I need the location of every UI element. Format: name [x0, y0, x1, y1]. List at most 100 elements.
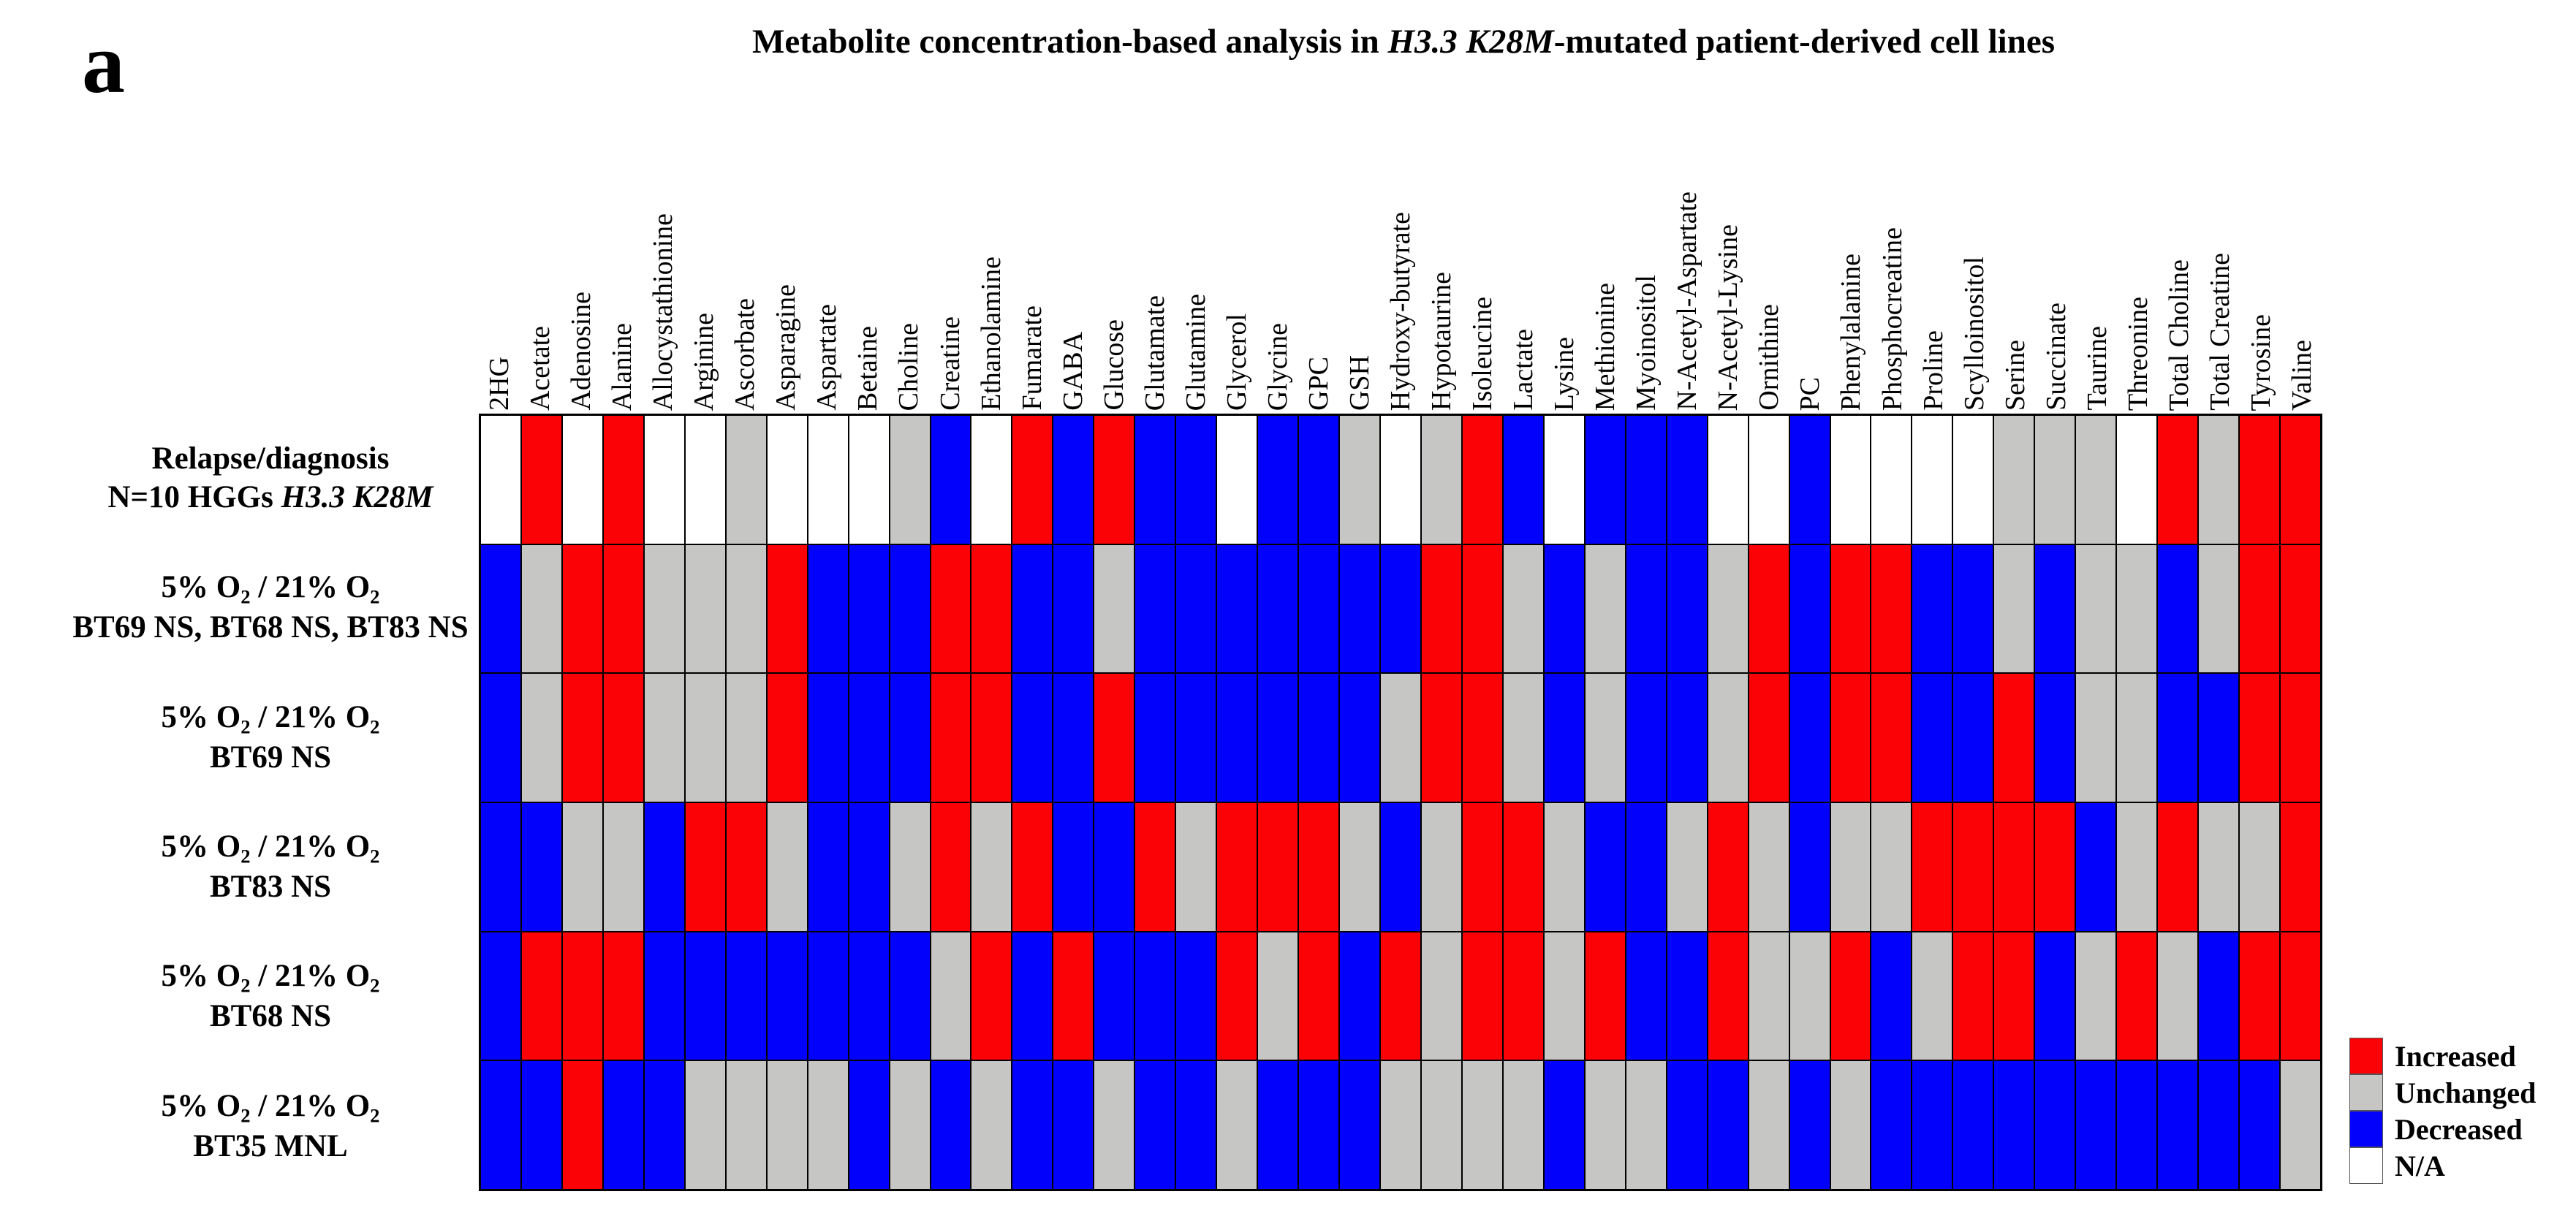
- row-label-line: BT68 NS: [210, 997, 331, 1036]
- heatmap-cell: [1298, 1060, 1340, 1190]
- heatmap-cell: [1339, 802, 1381, 932]
- text-segment: BT83 NS: [209, 869, 332, 904]
- heatmap-cell: [1748, 802, 1789, 932]
- heatmap-cell: [1420, 415, 1462, 544]
- heatmap-cell: [1134, 802, 1176, 932]
- heatmap-cell: [602, 415, 644, 544]
- text-segment: 2: [370, 585, 380, 608]
- heatmap-cell: [1257, 415, 1299, 544]
- heatmap-cell: [1993, 802, 2035, 932]
- column-label-text: Serine: [1999, 339, 2031, 411]
- text-segment: 2: [240, 585, 251, 608]
- heatmap-cell: [1175, 1060, 1217, 1190]
- heatmap-cell: [1257, 802, 1299, 932]
- heatmap-cell: [643, 415, 685, 544]
- row-label-line: 5% O2 / 21% O2: [161, 1087, 379, 1128]
- text-segment: 5% O: [161, 699, 241, 734]
- heatmap-cell: [1012, 544, 1053, 674]
- heatmap-cell: [1625, 544, 1667, 674]
- heatmap-cell: [1666, 673, 1708, 802]
- legend-item: Increased: [2349, 1038, 2536, 1074]
- text-segment: H3.3 K28M: [281, 479, 433, 514]
- heatmap-cell: [1871, 673, 1912, 802]
- heatmap-cell: [1053, 415, 1094, 544]
- heatmap-cell: [1748, 673, 1789, 802]
- heatmap-cell: [561, 544, 603, 674]
- heatmap-cell: [1666, 931, 1708, 1061]
- heatmap-cell: [1625, 1060, 1667, 1190]
- heatmap-cell: [1502, 931, 1544, 1061]
- column-label: Choline: [888, 66, 929, 411]
- heatmap-cell: [2116, 673, 2158, 802]
- heatmap-cell: [1789, 931, 1830, 1061]
- heatmap-cell: [1830, 673, 1871, 802]
- heatmap-cell: [725, 802, 767, 932]
- heatmap-cell: [1257, 673, 1299, 802]
- heatmap-cell: [1380, 415, 1421, 544]
- heatmap-cell: [602, 931, 644, 1061]
- column-label-text: N-Acetyl-Aspartate: [1672, 191, 1703, 411]
- heatmap-cell: [2116, 415, 2158, 544]
- heatmap-cell: [1380, 544, 1421, 674]
- column-label: Glycine: [1257, 66, 1298, 411]
- text-segment: 2: [240, 974, 251, 997]
- heatmap-cell: [1789, 673, 1830, 802]
- heatmap-cell: [1993, 673, 2035, 802]
- column-label: GABA: [1053, 66, 1094, 411]
- heatmap-cell: [2157, 1060, 2199, 1190]
- text-segment: Metabolite concentration-based analysis …: [752, 23, 1388, 61]
- heatmap-cell: [1420, 802, 1462, 932]
- heatmap-cell: [1053, 673, 1094, 802]
- text-segment: 2: [370, 845, 380, 867]
- column-label-text: Hypotaurine: [1426, 272, 1458, 411]
- row-label: Relapse/diagnosis N=10 HGGs H3.3 K28M: [69, 414, 471, 543]
- heatmap-cell: [684, 931, 726, 1061]
- heatmap-cell: [1707, 931, 1749, 1061]
- column-label: Allocystathionine: [643, 66, 683, 411]
- column-label: Glucose: [1094, 66, 1134, 411]
- column-label-text: Aspartate: [811, 304, 843, 411]
- heatmap-cell: [1339, 931, 1381, 1061]
- heatmap-cell: [1871, 415, 1912, 544]
- heatmap-cell: [766, 673, 808, 802]
- column-label-text: Glycerol: [1221, 314, 1252, 411]
- column-label: Alanine: [602, 66, 643, 411]
- heatmap-cell: [2239, 415, 2281, 544]
- heatmap-cell: [1339, 415, 1381, 544]
- heatmap-cell: [1502, 544, 1544, 674]
- heatmap-cell: [1912, 673, 1953, 802]
- legend-swatch-unchanged: [2349, 1074, 2383, 1111]
- heatmap-cell: [1094, 544, 1135, 674]
- text-segment: H3.3 K28M: [1387, 23, 1554, 61]
- heatmap-cell: [561, 673, 603, 802]
- column-label-text: Taurine: [2081, 326, 2113, 411]
- column-label-text: Valine: [2286, 339, 2317, 411]
- heatmap-cell: [1461, 1060, 1503, 1190]
- heatmap-cell: [1952, 931, 1994, 1061]
- heatmap-cell: [480, 415, 521, 544]
- text-segment: 5% O: [161, 1088, 241, 1123]
- heatmap-cell: [1094, 415, 1135, 544]
- heatmap-cell: [2075, 673, 2117, 802]
- heatmap-cell: [561, 1060, 603, 1190]
- heatmap-cell: [930, 802, 971, 932]
- legend-item: N/A: [2349, 1147, 2536, 1184]
- heatmap-cell: [1380, 673, 1421, 802]
- column-label-text: Glutamine: [1180, 293, 1211, 411]
- column-label-text: Asparagine: [770, 284, 802, 411]
- text-segment: / 21% O: [250, 570, 371, 605]
- heatmap-cell: [848, 544, 890, 674]
- heatmap-cell: [848, 931, 890, 1061]
- column-label-text: Total Creatine: [2204, 253, 2235, 411]
- heatmap-cell: [1748, 544, 1789, 674]
- heatmap-cell: [2198, 544, 2240, 674]
- heatmap-cell: [480, 1060, 521, 1190]
- column-label: Myoinositol: [1626, 66, 1667, 411]
- heatmap-cell: [1012, 415, 1053, 544]
- heatmap-cell: [930, 415, 971, 544]
- column-label: Threonine: [2118, 66, 2159, 411]
- column-label-text: GSH: [1344, 354, 1375, 411]
- heatmap-cell: [2075, 1060, 2117, 1190]
- figure-title: Metabolite concentration-based analysis …: [453, 22, 2354, 61]
